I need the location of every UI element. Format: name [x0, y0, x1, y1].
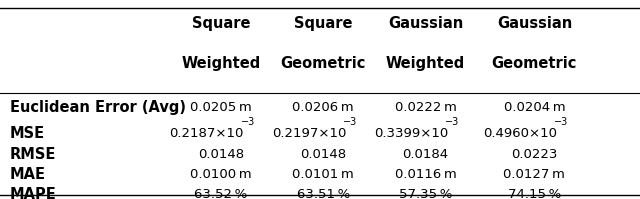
Text: −3: −3 [241, 117, 255, 127]
Text: 57.35 %: 57.35 % [399, 187, 452, 199]
Text: Weighted: Weighted [181, 56, 260, 71]
Text: 0.0204 m: 0.0204 m [504, 101, 565, 114]
Text: 0.0223: 0.0223 [511, 148, 557, 161]
Text: MAPE: MAPE [10, 186, 56, 199]
Text: 74.15 %: 74.15 % [508, 187, 561, 199]
Text: 0.0100 m: 0.0100 m [190, 168, 252, 181]
Text: 63.52 %: 63.52 % [194, 187, 248, 199]
Text: 0.3399×10: 0.3399×10 [374, 127, 449, 140]
Text: Gaussian: Gaussian [497, 16, 572, 31]
Text: Euclidean Error (Avg): Euclidean Error (Avg) [10, 100, 186, 115]
Text: 0.4960×10: 0.4960×10 [483, 127, 557, 140]
Text: RMSE: RMSE [10, 147, 56, 162]
Text: 0.0205 m: 0.0205 m [190, 101, 252, 114]
Text: Geometric: Geometric [492, 56, 577, 71]
Text: 63.51 %: 63.51 % [296, 187, 350, 199]
Text: 0.0148: 0.0148 [198, 148, 244, 161]
Text: Square: Square [191, 16, 250, 31]
Text: Geometric: Geometric [280, 56, 366, 71]
Text: −3: −3 [554, 117, 568, 127]
Text: 0.0127 m: 0.0127 m [504, 168, 565, 181]
Text: 0.0206 m: 0.0206 m [292, 101, 354, 114]
Text: 0.0184: 0.0184 [403, 148, 449, 161]
Text: 0.0116 m: 0.0116 m [395, 168, 456, 181]
Text: Gaussian: Gaussian [388, 16, 463, 31]
Text: MAE: MAE [10, 167, 45, 182]
Text: MSE: MSE [10, 126, 45, 141]
Text: −3: −3 [343, 117, 357, 127]
Text: 0.2187×10: 0.2187×10 [170, 127, 244, 140]
Text: Square: Square [294, 16, 353, 31]
Text: Weighted: Weighted [386, 56, 465, 71]
Text: 0.0101 m: 0.0101 m [292, 168, 354, 181]
Text: 0.0222 m: 0.0222 m [395, 101, 456, 114]
Text: 0.2197×10: 0.2197×10 [272, 127, 346, 140]
Text: 0.0148: 0.0148 [300, 148, 346, 161]
Text: −3: −3 [445, 117, 460, 127]
